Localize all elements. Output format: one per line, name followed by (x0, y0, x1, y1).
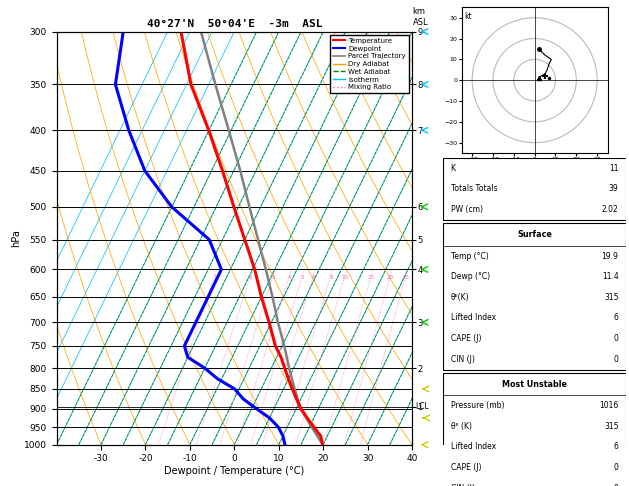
Text: CAPE (J): CAPE (J) (451, 334, 481, 343)
Text: 6: 6 (614, 313, 618, 322)
Text: 0: 0 (614, 355, 618, 364)
Text: Temp (°C): Temp (°C) (451, 252, 489, 260)
Text: K: K (451, 164, 456, 173)
Text: CIN (J): CIN (J) (451, 484, 475, 486)
Text: 2.02: 2.02 (602, 205, 618, 214)
Text: 2: 2 (249, 275, 253, 280)
Text: Lifted Index: Lifted Index (451, 442, 496, 451)
Text: 1016: 1016 (599, 401, 618, 410)
Text: 315: 315 (604, 422, 618, 431)
Text: PW (cm): PW (cm) (451, 205, 482, 214)
Text: 6: 6 (614, 442, 618, 451)
Bar (443, 158, 626, 220)
Bar (443, 373, 626, 486)
Text: Lifted Index: Lifted Index (451, 313, 496, 322)
Text: Dewp (°C): Dewp (°C) (451, 272, 490, 281)
Text: km
ASL: km ASL (413, 7, 428, 27)
Text: 0: 0 (614, 484, 618, 486)
Text: CAPE (J): CAPE (J) (451, 463, 481, 472)
X-axis label: Dewpoint / Temperature (°C): Dewpoint / Temperature (°C) (164, 466, 304, 476)
Text: Pressure (mb): Pressure (mb) (451, 401, 504, 410)
Bar (443, 224, 626, 369)
Text: LCL: LCL (416, 402, 430, 411)
Text: 20: 20 (387, 275, 394, 280)
Text: 5: 5 (301, 275, 304, 280)
Text: kt: kt (465, 12, 472, 21)
Text: 39: 39 (609, 184, 618, 193)
Text: 10: 10 (342, 275, 348, 280)
Text: 0: 0 (614, 463, 618, 472)
Y-axis label: hPa: hPa (11, 229, 21, 247)
Text: 1: 1 (213, 275, 216, 280)
Text: 19.9: 19.9 (602, 252, 618, 260)
Text: Most Unstable: Most Unstable (502, 380, 567, 389)
Text: 11.4: 11.4 (602, 272, 618, 281)
Text: 8: 8 (330, 275, 333, 280)
Text: 0: 0 (614, 334, 618, 343)
Title: 40°27'N  50°04'E  -3m  ASL: 40°27'N 50°04'E -3m ASL (147, 19, 322, 30)
Text: Totals Totals: Totals Totals (451, 184, 498, 193)
Legend: Temperature, Dewpoint, Parcel Trajectory, Dry Adiabat, Wet Adiabat, Isotherm, Mi: Temperature, Dewpoint, Parcel Trajectory… (330, 35, 408, 93)
Text: θᴱ (K): θᴱ (K) (451, 422, 472, 431)
Text: Surface: Surface (517, 230, 552, 239)
Text: 3: 3 (271, 275, 275, 280)
Text: θᴱ(K): θᴱ(K) (451, 293, 469, 302)
Text: CIN (J): CIN (J) (451, 355, 475, 364)
Text: 4: 4 (288, 275, 291, 280)
Text: 15: 15 (368, 275, 375, 280)
Text: 25: 25 (403, 275, 409, 280)
Text: 6: 6 (312, 275, 315, 280)
Text: 315: 315 (604, 293, 618, 302)
Text: 11: 11 (609, 164, 618, 173)
